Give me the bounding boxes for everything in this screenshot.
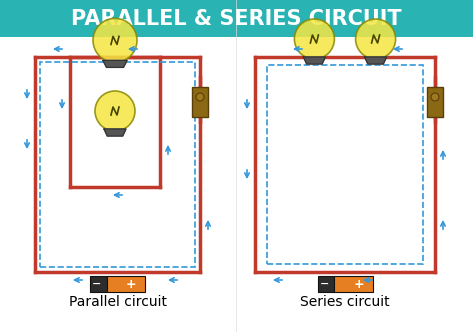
Circle shape xyxy=(95,91,135,131)
Circle shape xyxy=(93,18,137,62)
Bar xyxy=(106,276,145,292)
Text: −: − xyxy=(319,279,329,289)
Bar xyxy=(317,276,334,292)
Circle shape xyxy=(431,93,439,101)
Polygon shape xyxy=(303,57,325,64)
Circle shape xyxy=(294,19,334,59)
Polygon shape xyxy=(103,60,127,67)
Text: +: + xyxy=(126,278,137,290)
Bar xyxy=(427,87,443,117)
Text: PARALLEL & SERIES CIRCUIT: PARALLEL & SERIES CIRCUIT xyxy=(70,9,401,29)
Bar xyxy=(40,62,195,267)
Polygon shape xyxy=(365,57,386,64)
Text: Series circuit: Series circuit xyxy=(300,295,390,309)
Text: +: + xyxy=(353,278,364,290)
Circle shape xyxy=(356,19,395,59)
Text: −: − xyxy=(92,279,101,289)
Bar xyxy=(334,276,373,292)
Bar xyxy=(192,87,208,117)
Text: Parallel circuit: Parallel circuit xyxy=(69,295,166,309)
Polygon shape xyxy=(104,129,126,136)
FancyBboxPatch shape xyxy=(0,0,473,37)
Bar xyxy=(267,65,423,264)
Circle shape xyxy=(196,93,204,101)
Bar xyxy=(90,276,106,292)
